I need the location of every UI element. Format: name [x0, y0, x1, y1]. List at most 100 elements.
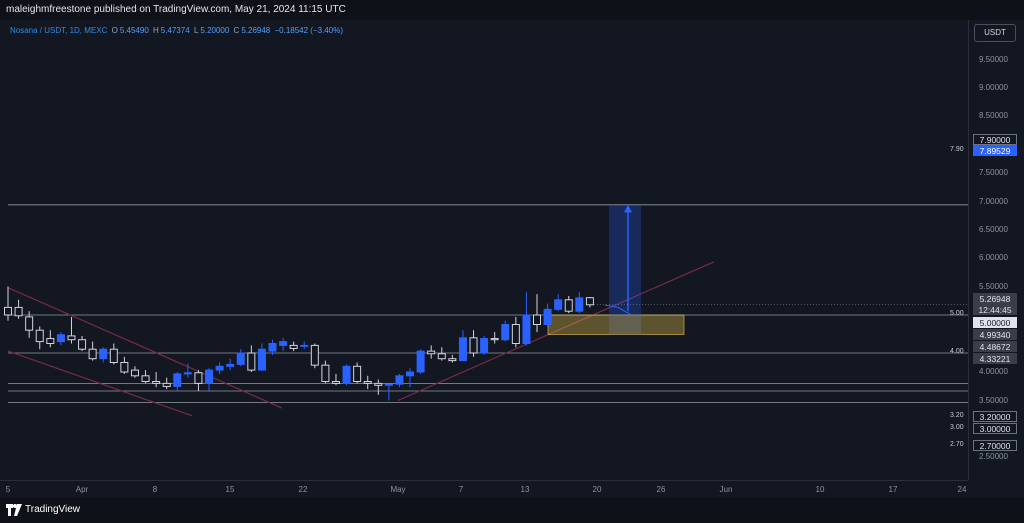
- level-label-400: 4.00: [950, 348, 964, 355]
- tag-5-00: 5.00000: [973, 317, 1017, 328]
- tag-4-33: 4.33221: [973, 353, 1017, 364]
- tag-7-90: 7.90000: [973, 134, 1017, 145]
- time-label: Jun: [719, 485, 733, 494]
- level-label-320: 3.20: [950, 412, 964, 419]
- time-label: 8: [152, 485, 158, 494]
- candlestick-chart[interactable]: [0, 20, 968, 480]
- price-tick: 2.50000: [979, 452, 1008, 461]
- candle-body: [67, 335, 76, 341]
- high-label: H: [153, 26, 159, 35]
- time-axis[interactable]: 5 Apr 8 15 22 May 7 13 20 26 Jun 10 17 2…: [0, 480, 968, 498]
- time-label: 15: [225, 485, 235, 494]
- level-label-300: 3.00: [950, 424, 964, 431]
- time-label: 5: [5, 485, 11, 494]
- candle-body: [533, 314, 541, 325]
- candle-body: [289, 344, 298, 349]
- candle-body: [236, 352, 245, 365]
- candle-body: [88, 348, 97, 360]
- candle-body: [511, 324, 520, 344]
- candle-body: [300, 344, 309, 347]
- candle-body: [4, 306, 12, 316]
- level-label-790: 7.90: [950, 146, 964, 153]
- time-label: May: [390, 485, 406, 494]
- currency-button[interactable]: USDT: [974, 24, 1016, 42]
- time-label: 22: [298, 485, 308, 494]
- price-tick: 5.50000: [979, 282, 1008, 291]
- candle-body: [152, 381, 161, 384]
- candle-body: [247, 352, 256, 371]
- price-tick: 6.00000: [979, 253, 1008, 262]
- candle-body: [78, 339, 87, 350]
- brand-name: TradingView: [25, 504, 81, 515]
- tag-3-20: 3.20000: [973, 411, 1017, 422]
- candle-body: [25, 316, 34, 331]
- candle-body: [173, 373, 182, 387]
- candle-body: [257, 348, 266, 371]
- candle-body: [130, 369, 139, 377]
- candle-body: [564, 299, 573, 312]
- tag-box-bottom: 4.48672: [973, 341, 1017, 352]
- price-tick: 6.50000: [979, 225, 1008, 234]
- target-zone: [609, 204, 641, 315]
- channel-lower-line: [7, 350, 193, 417]
- candle-body: [427, 350, 436, 355]
- candle-body: [99, 348, 108, 360]
- time-label: 7: [458, 485, 464, 494]
- low-value: 5.20000: [200, 26, 230, 35]
- ascending-trendline: [397, 261, 715, 402]
- channel-upper-line: [7, 287, 283, 409]
- close-label: C: [233, 26, 240, 35]
- candle-body: [141, 375, 150, 382]
- price-tick: 4.00000: [979, 367, 1008, 376]
- price-tick: 3.50000: [979, 396, 1008, 405]
- open-value: 5.45490: [119, 26, 149, 35]
- candle-body: [363, 381, 372, 384]
- chart-pane[interactable]: 7.90 5.00 4.00 3.20 3.00 2.70: [0, 20, 968, 480]
- candle-body: [554, 299, 563, 310]
- candle-body: [522, 314, 531, 344]
- candle-body: [109, 348, 118, 364]
- candle-body: [279, 341, 288, 346]
- high-value: 5.47374: [160, 26, 190, 35]
- candle-body: [543, 308, 552, 325]
- candle-body: [321, 364, 330, 383]
- candle-body: [331, 381, 340, 384]
- projection-path: [604, 304, 631, 315]
- candle-body: [448, 358, 457, 362]
- candle-body: [194, 372, 203, 384]
- tag-countdown: 12:44:45: [973, 304, 1017, 315]
- tag-box-top: 4.99340: [973, 329, 1017, 340]
- candle-body: [384, 383, 393, 386]
- time-label: 10: [815, 485, 825, 494]
- candle-body: [310, 344, 319, 366]
- time-label: 26: [656, 485, 666, 494]
- candle-body: [374, 382, 383, 386]
- tag-2-70: 2.70000: [973, 440, 1017, 451]
- symbol-name[interactable]: Nosana / USDT, 1D, MEXC: [10, 26, 108, 35]
- candle-body: [353, 365, 362, 382]
- price-tick: 7.50000: [979, 168, 1008, 177]
- candle-body: [585, 297, 594, 306]
- candle-body: [162, 382, 171, 387]
- change-value: −0.18542 (−3.40%): [274, 26, 343, 35]
- candle-body: [342, 365, 351, 384]
- price-axis[interactable]: USDT 9.50000 9.00000 8.50000 7.50000 7.0…: [968, 20, 1024, 480]
- tag-3-00: 3.00000: [973, 423, 1017, 434]
- time-label: 17: [888, 485, 898, 494]
- time-label: 24: [957, 485, 967, 494]
- tradingview-logo-icon: [6, 504, 22, 516]
- time-label: 13: [520, 485, 530, 494]
- candle-body: [416, 350, 425, 373]
- candle-body: [183, 372, 192, 375]
- level-label-500: 5.00: [950, 310, 964, 317]
- time-label: 20: [592, 485, 602, 494]
- price-tick: 9.50000: [979, 55, 1008, 64]
- candle-body: [437, 353, 446, 360]
- footer-bar: TradingView: [0, 498, 1024, 523]
- symbol-legend: Nosana / USDT, 1D, MEXC O 5.45490 H 5.4737…: [10, 26, 345, 35]
- candle-body: [120, 362, 129, 373]
- open-label: O: [111, 26, 118, 35]
- candle-body: [395, 375, 404, 385]
- tag-last-price: 5.26948: [973, 293, 1017, 304]
- time-label: Apr: [75, 485, 89, 494]
